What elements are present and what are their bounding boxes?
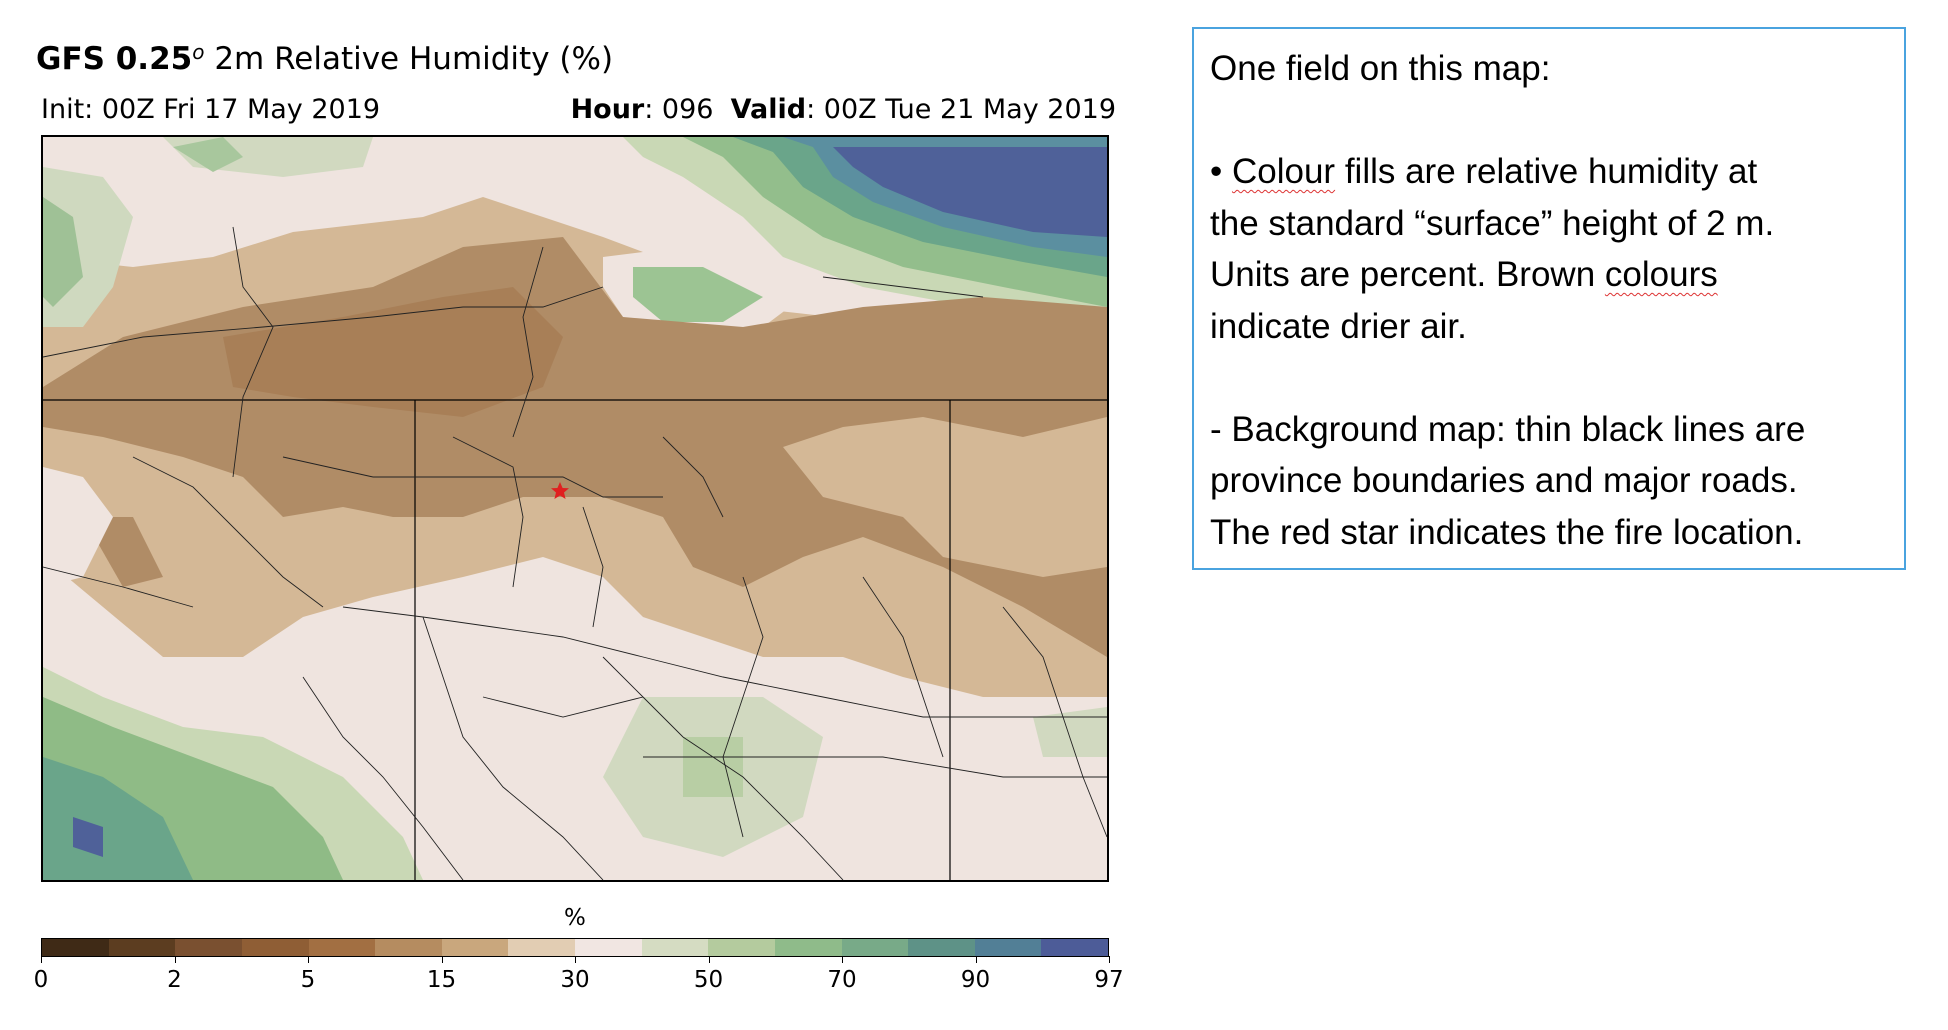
spellcheck-word: colours (1604, 255, 1718, 294)
valid-label: Valid (730, 94, 807, 125)
hour-label: Hour (570, 94, 645, 125)
humidity-map-svg (43, 137, 1107, 880)
colorbar-tick (308, 956, 309, 963)
colorbar-tick (575, 956, 576, 963)
colorbar-swatch (175, 939, 242, 956)
road (582, 506, 604, 628)
bullet: • (1210, 152, 1232, 191)
title-model: GFS 0.25 (36, 41, 193, 77)
textbox-line: The red star indicates the fire location… (1210, 512, 1804, 552)
road (643, 756, 1107, 778)
textbox-line: • Colour fills are relative humidity at (1210, 146, 1904, 198)
textbox-heading: One field on this map: (1210, 49, 1551, 88)
spellcheck-word: Colour (1231, 152, 1336, 191)
major-roads (43, 226, 1107, 880)
explanation-textbox: One field on this map: • Colour fills ar… (1192, 27, 1906, 570)
colorbar-swatch (774, 939, 842, 956)
colorbar-tick-label: 70 (827, 967, 857, 993)
colorbar-swatch (974, 939, 1042, 956)
moist-region (173, 137, 243, 172)
colorbar-tick (842, 956, 843, 963)
colorbar-tick-label: 0 (33, 967, 49, 993)
textbox-line: Units are percent. Brown colours (1210, 249, 1904, 301)
colorbar (41, 938, 1109, 957)
colorbar-tick-label: 2 (167, 967, 182, 993)
colorbar-swatch (508, 939, 575, 956)
colorbar-tick-label: 97 (1094, 967, 1124, 993)
road (862, 576, 944, 758)
road (43, 286, 604, 358)
colorbar-tick-label: 30 (560, 967, 590, 993)
road (822, 276, 984, 298)
moist-region (633, 267, 763, 322)
dry-region (223, 287, 563, 417)
fire-location-star-icon (551, 482, 569, 499)
road (722, 576, 764, 838)
road (342, 606, 1107, 718)
colorbar-swatch (575, 939, 642, 956)
colorbar-unit: % (564, 905, 586, 931)
colorbar-swatch (241, 939, 309, 956)
colorbar-swatch (841, 939, 909, 956)
colorbar-tick-label: 15 (426, 967, 457, 993)
road (1002, 606, 1107, 838)
colorbar-swatch (1041, 939, 1108, 956)
colorbar-tick (174, 956, 176, 963)
colorbar-tick-label: 90 (960, 967, 991, 993)
road (232, 226, 274, 478)
colorbar-tick (41, 956, 42, 963)
colorbar-swatch (441, 939, 509, 956)
road (282, 456, 374, 478)
road (482, 696, 644, 718)
textbox-line: - Background map: thin black lines are (1210, 409, 1806, 449)
init-time: Init: 00Z Fri 17 May 2019 (41, 94, 381, 125)
humidity-map (41, 135, 1109, 882)
road (662, 436, 724, 518)
colorbar-tick (1109, 956, 1110, 963)
road (422, 616, 604, 880)
colorbar-swatch (42, 939, 109, 956)
colorbar-tick-label: 50 (693, 967, 724, 993)
moist-region (683, 737, 743, 797)
colorbar-swatch (708, 939, 775, 956)
road (302, 676, 464, 880)
valid-time-line: Hour: 096 Valid: 00Z Tue 21 May 2019 (571, 94, 1116, 125)
colorbar-swatch (908, 939, 975, 956)
text-run: Units are percent. Brown (1210, 255, 1605, 294)
text-run: fills are relative humidity at (1335, 152, 1758, 191)
colorbar-swatch (108, 939, 176, 956)
moist-region (73, 817, 103, 857)
colorbar-tick (441, 956, 443, 963)
textbox-line: indicate drier air. (1210, 306, 1467, 346)
road (43, 566, 194, 608)
colorbar-swatch (375, 939, 442, 956)
title-field: 2m Relative Humidity (%) (204, 41, 614, 77)
road (132, 456, 324, 608)
colorbar-tick (975, 956, 977, 963)
colorbar-swatch (641, 939, 709, 956)
colorbar-tick-label: 5 (300, 967, 316, 993)
hour-value: : 096 (644, 94, 714, 125)
title-degree: o (192, 40, 205, 64)
moist-region (43, 137, 483, 267)
moist-region (43, 197, 83, 307)
valid-value: : 00Z Tue 21 May 2019 (806, 94, 1116, 125)
road (373, 476, 663, 498)
chart-title: GFS 0.25o 2m Relative Humidity (%) (36, 40, 613, 77)
moist-region (1033, 707, 1107, 757)
road (452, 436, 524, 588)
colorbar-tick (708, 956, 710, 963)
road (512, 246, 544, 438)
textbox-line: province boundaries and major roads. (1210, 461, 1798, 500)
moist-region (43, 467, 113, 587)
moist-region (833, 147, 1107, 237)
textbox-line: the standard “surface” height of 2 m. (1210, 203, 1775, 243)
colorbar-swatch (308, 939, 376, 956)
